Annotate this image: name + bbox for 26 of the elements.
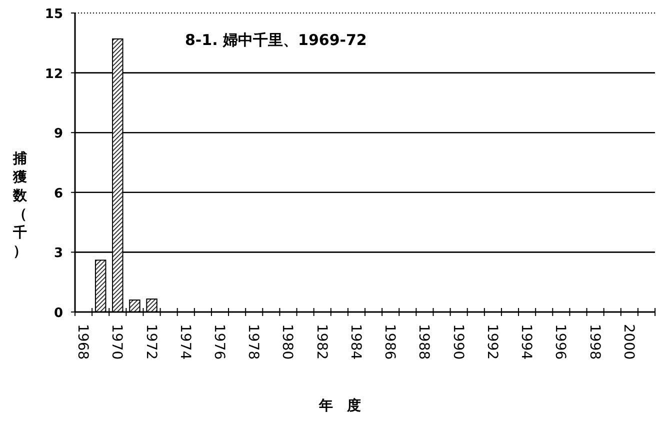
x-tick-label: 1974 bbox=[176, 324, 193, 360]
x-tick-label: 1968 bbox=[74, 324, 91, 360]
x-tick-label: 1972 bbox=[142, 324, 159, 360]
y-tick-label: 9 bbox=[54, 126, 63, 142]
x-tick-label: 1990 bbox=[450, 324, 466, 360]
x-tick-label: 1992 bbox=[484, 324, 500, 360]
y-tick-label: 0 bbox=[54, 306, 63, 321]
x-tick-label: 1998 bbox=[586, 324, 602, 360]
text: 8-1. 婦中千里、1969-72 bbox=[185, 31, 367, 49]
y-tick-label: 15 bbox=[44, 7, 63, 22]
y-tick-label: 6 bbox=[54, 186, 63, 202]
x-tick-label: 1976 bbox=[211, 324, 227, 360]
x-tick-label: 1988 bbox=[416, 324, 432, 360]
x-tick-label: 1996 bbox=[552, 324, 568, 360]
x-tick-label: 2000 bbox=[620, 324, 636, 360]
x-tick-label: 1980 bbox=[279, 324, 296, 360]
x-tick-label: 1978 bbox=[245, 324, 262, 360]
y-tick-label: 12 bbox=[44, 66, 63, 82]
x-tick-label: 1986 bbox=[382, 324, 398, 360]
y-axis-title: 捕獲数（千） bbox=[12, 150, 28, 260]
x-tick-label: 1984 bbox=[347, 324, 364, 360]
y-tick-label: 3 bbox=[54, 246, 63, 262]
x-tick-label: 1970 bbox=[108, 324, 125, 360]
x-tick-label: 1982 bbox=[313, 324, 330, 360]
x-tick-label: 1994 bbox=[518, 324, 534, 360]
x-axis-title: 年 度 bbox=[318, 397, 361, 414]
